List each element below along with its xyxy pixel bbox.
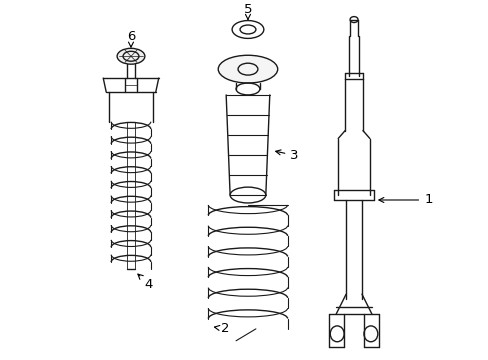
Ellipse shape <box>218 55 277 83</box>
Text: 6: 6 <box>126 30 135 47</box>
Text: 2: 2 <box>214 322 229 336</box>
Text: 3: 3 <box>275 149 298 162</box>
Text: 4: 4 <box>138 274 153 291</box>
Ellipse shape <box>117 48 144 64</box>
Text: 1: 1 <box>378 193 432 207</box>
Text: 5: 5 <box>243 3 252 19</box>
